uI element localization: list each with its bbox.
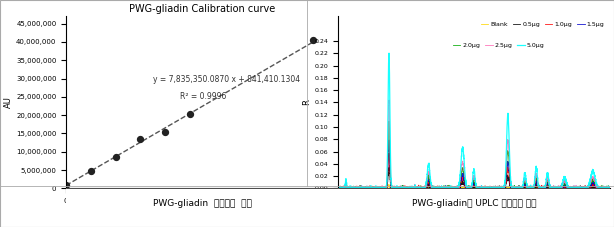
1.5μg xyxy=(365,187,373,189)
5.0μg xyxy=(381,186,389,189)
Point xyxy=(61,183,71,187)
Blank xyxy=(451,187,458,189)
0.5μg xyxy=(601,186,608,189)
X-axis label: concentration (μg): concentration (μg) xyxy=(163,210,241,219)
1.0μg xyxy=(334,187,341,190)
1.0μg xyxy=(572,186,579,189)
Blank xyxy=(381,187,389,190)
1.5μg xyxy=(386,138,393,141)
1.5μg xyxy=(572,186,579,189)
Blank xyxy=(334,187,341,190)
5.0μg xyxy=(451,186,458,189)
Y-axis label: AU: AU xyxy=(4,96,13,108)
Title: PWG-gliadin Calibration curve: PWG-gliadin Calibration curve xyxy=(129,4,275,14)
1.0μg xyxy=(438,186,446,189)
2.5μg xyxy=(381,187,389,190)
Line: 0.5μg: 0.5μg xyxy=(338,167,610,188)
Text: y = 7,835,350.0870 x + 841,410.1304: y = 7,835,350.0870 x + 841,410.1304 xyxy=(153,75,300,84)
0.5μg xyxy=(606,187,613,190)
5.0μg xyxy=(439,187,446,190)
5.0μg xyxy=(335,187,342,190)
1.5μg xyxy=(334,186,341,189)
Point xyxy=(185,112,195,116)
1.5μg xyxy=(381,185,389,188)
Point xyxy=(136,137,146,141)
2.5μg xyxy=(601,187,608,190)
Point xyxy=(160,130,170,133)
2.0μg xyxy=(365,186,373,189)
Line: Blank: Blank xyxy=(338,185,610,188)
2.5μg xyxy=(365,186,373,189)
X-axis label: Minutes: Minutes xyxy=(459,205,489,214)
2.0μg xyxy=(335,187,342,190)
Point xyxy=(86,169,96,173)
Line: 2.0μg: 2.0μg xyxy=(338,121,610,188)
1.5μg xyxy=(601,186,608,189)
1.0μg xyxy=(381,187,389,190)
Line: 5.0μg: 5.0μg xyxy=(338,53,610,188)
2.0μg xyxy=(334,186,341,189)
Text: R² = 0.9996: R² = 0.9996 xyxy=(181,92,227,101)
Blank xyxy=(335,187,342,190)
2.0μg xyxy=(439,187,446,190)
2.0μg xyxy=(381,187,389,190)
5.0μg xyxy=(334,187,341,190)
Blank xyxy=(439,187,446,190)
0.5μg xyxy=(572,187,579,189)
Blank xyxy=(365,187,373,190)
1.5μg xyxy=(439,187,446,190)
0.5μg xyxy=(451,187,458,190)
1.5μg xyxy=(335,187,342,190)
5.0μg xyxy=(386,52,393,54)
0.5μg xyxy=(438,186,446,189)
Line: 1.0μg: 1.0μg xyxy=(338,153,610,188)
5.0μg xyxy=(601,187,608,190)
0.5μg xyxy=(365,187,373,190)
Point xyxy=(308,38,318,42)
Text: PWG-gliadin의 UPLC 크로마토 그램: PWG-gliadin의 UPLC 크로마토 그램 xyxy=(411,199,536,208)
Blank xyxy=(385,183,392,186)
Text: PWG-gliadin  표준정량  곡선: PWG-gliadin 표준정량 곡선 xyxy=(153,199,252,208)
Y-axis label: R: R xyxy=(303,99,312,105)
5.0μg xyxy=(572,186,579,189)
2.5μg xyxy=(438,186,446,189)
Blank xyxy=(601,187,608,189)
Blank xyxy=(606,187,613,190)
2.5μg xyxy=(606,186,613,189)
1.0μg xyxy=(386,152,393,155)
2.0μg xyxy=(606,187,613,190)
2.0μg xyxy=(386,120,393,122)
2.5μg xyxy=(334,187,341,190)
1.0μg xyxy=(601,185,608,188)
1.0μg xyxy=(365,187,373,190)
2.0μg xyxy=(601,187,608,190)
Line: 1.5μg: 1.5μg xyxy=(338,140,610,188)
Blank xyxy=(572,186,579,189)
0.5μg xyxy=(386,166,393,168)
5.0μg xyxy=(365,186,373,189)
2.5μg xyxy=(451,187,458,190)
1.5μg xyxy=(606,187,613,190)
2.0μg xyxy=(451,187,458,190)
0.5μg xyxy=(381,187,389,189)
1.0μg xyxy=(451,186,458,188)
1.5μg xyxy=(451,186,458,189)
1.0μg xyxy=(606,186,613,189)
2.0μg xyxy=(572,187,579,189)
0.5μg xyxy=(334,187,341,190)
2.5μg xyxy=(386,99,393,101)
Point xyxy=(111,155,120,158)
Legend: 2.0μg, 2.5μg, 5.0μg: 2.0μg, 2.5μg, 5.0μg xyxy=(450,40,547,50)
Line: 2.5μg: 2.5μg xyxy=(338,100,610,188)
2.5μg xyxy=(572,187,579,189)
5.0μg xyxy=(606,187,613,190)
